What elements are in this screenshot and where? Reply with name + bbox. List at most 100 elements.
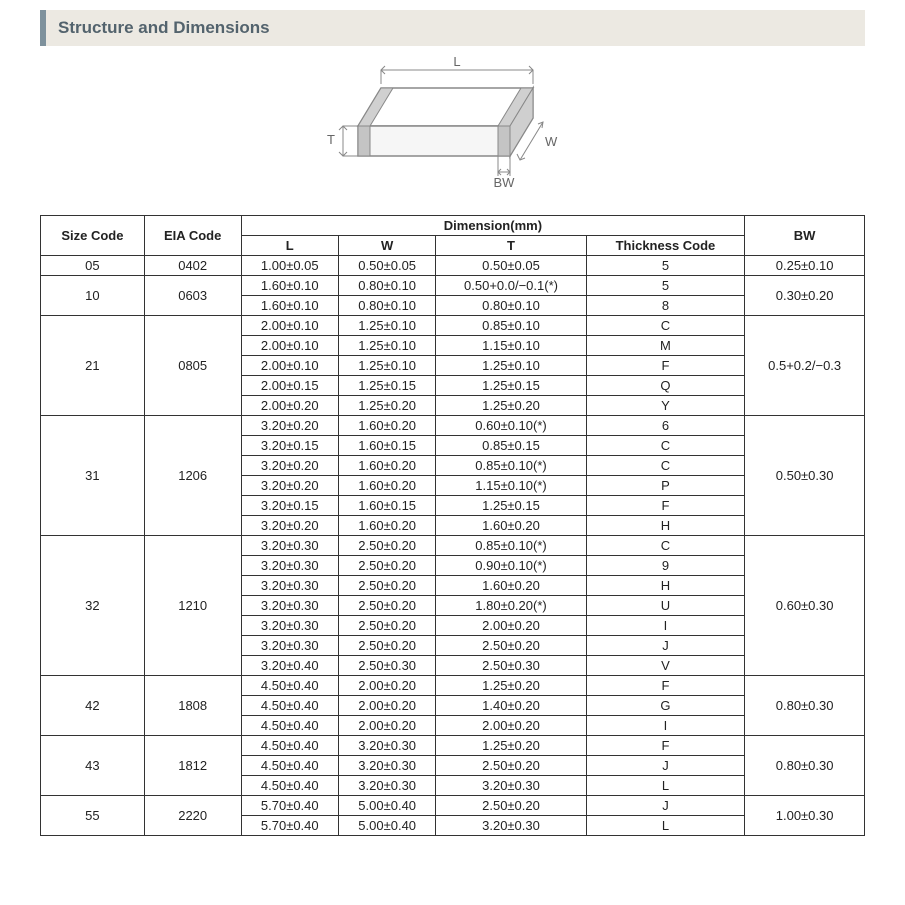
table-row: 2108052.00±0.101.25±0.100.85±0.10C0.5+0.…	[41, 316, 865, 336]
cell-tc: H	[586, 576, 745, 596]
cell-W: 2.50±0.20	[338, 596, 435, 616]
cell-W: 2.50±0.20	[338, 576, 435, 596]
cell-L: 4.50±0.40	[241, 736, 338, 756]
cell-size-code: 31	[41, 416, 145, 536]
cell-W: 3.20±0.30	[338, 776, 435, 796]
cell-T: 0.85±0.10	[436, 316, 586, 336]
cell-W: 2.00±0.20	[338, 676, 435, 696]
cell-bw: 0.60±0.30	[745, 536, 865, 676]
cell-T: 1.60±0.20	[436, 576, 586, 596]
cell-T: 0.85±0.15	[436, 436, 586, 456]
cell-W: 0.50±0.05	[338, 256, 435, 276]
cell-tc: 6	[586, 416, 745, 436]
table-row: 3112063.20±0.201.60±0.200.60±0.10(*)60.5…	[41, 416, 865, 436]
cell-T: 2.00±0.20	[436, 616, 586, 636]
cell-tc: J	[586, 796, 745, 816]
cell-W: 3.20±0.30	[338, 756, 435, 776]
col-thickness-code: Thickness Code	[586, 236, 745, 256]
cell-size-code: 42	[41, 676, 145, 736]
cell-size-code: 55	[41, 796, 145, 836]
cell-L: 1.00±0.05	[241, 256, 338, 276]
cell-eia-code: 2220	[144, 796, 241, 836]
cell-bw: 0.50±0.30	[745, 416, 865, 536]
table-head: Size Code EIA Code Dimension(mm) BW L W …	[41, 216, 865, 256]
cell-bw: 1.00±0.30	[745, 796, 865, 836]
cell-T: 3.20±0.30	[436, 816, 586, 836]
cell-bw: 0.30±0.20	[745, 276, 865, 316]
cell-W: 3.20±0.30	[338, 736, 435, 756]
cell-eia-code: 0603	[144, 276, 241, 316]
cell-L: 3.20±0.30	[241, 616, 338, 636]
cell-T: 2.50±0.20	[436, 756, 586, 776]
cell-tc: Y	[586, 396, 745, 416]
cell-L: 4.50±0.40	[241, 756, 338, 776]
cell-L: 2.00±0.20	[241, 396, 338, 416]
cell-W: 1.60±0.20	[338, 416, 435, 436]
cell-bw: 0.80±0.30	[745, 736, 865, 796]
cell-tc: C	[586, 456, 745, 476]
cell-tc: 8	[586, 296, 745, 316]
table-row: 0504021.00±0.050.50±0.050.50±0.0550.25±0…	[41, 256, 865, 276]
cell-W: 1.25±0.15	[338, 376, 435, 396]
cell-eia-code: 0805	[144, 316, 241, 416]
cell-L: 3.20±0.30	[241, 576, 338, 596]
cell-T: 0.90±0.10(*)	[436, 556, 586, 576]
table-body: 0504021.00±0.050.50±0.050.50±0.0550.25±0…	[41, 256, 865, 836]
cell-W: 5.00±0.40	[338, 816, 435, 836]
cell-W: 1.60±0.15	[338, 436, 435, 456]
cell-L: 4.50±0.40	[241, 696, 338, 716]
col-dimension-group: Dimension(mm)	[241, 216, 745, 236]
cell-T: 3.20±0.30	[436, 776, 586, 796]
cell-T: 1.25±0.15	[436, 376, 586, 396]
cell-tc: 9	[586, 556, 745, 576]
cell-tc: F	[586, 496, 745, 516]
cell-tc: I	[586, 716, 745, 736]
cell-T: 1.25±0.10	[436, 356, 586, 376]
cell-tc: C	[586, 536, 745, 556]
cell-tc: L	[586, 776, 745, 796]
cell-eia-code: 1808	[144, 676, 241, 736]
cell-tc: I	[586, 616, 745, 636]
col-T: T	[436, 236, 586, 256]
label-W: W	[545, 134, 558, 149]
cell-T: 1.40±0.20	[436, 696, 586, 716]
cell-T: 1.25±0.15	[436, 496, 586, 516]
cell-L: 3.20±0.15	[241, 496, 338, 516]
cell-W: 5.00±0.40	[338, 796, 435, 816]
cell-W: 0.80±0.10	[338, 296, 435, 316]
cell-tc: C	[586, 436, 745, 456]
cell-L: 2.00±0.10	[241, 336, 338, 356]
cell-W: 1.60±0.20	[338, 516, 435, 536]
cell-T: 1.15±0.10	[436, 336, 586, 356]
cell-T: 0.50±0.05	[436, 256, 586, 276]
cell-tc: J	[586, 756, 745, 776]
cell-W: 2.50±0.20	[338, 616, 435, 636]
col-W: W	[338, 236, 435, 256]
cell-bw: 0.80±0.30	[745, 676, 865, 736]
cell-L: 3.20±0.20	[241, 476, 338, 496]
cell-W: 0.80±0.10	[338, 276, 435, 296]
dimensions-table: Size Code EIA Code Dimension(mm) BW L W …	[40, 215, 865, 836]
cell-T: 0.80±0.10	[436, 296, 586, 316]
table-row: 4318124.50±0.403.20±0.301.25±0.20F0.80±0…	[41, 736, 865, 756]
component-diagram: L T W	[0, 54, 905, 209]
cell-tc: M	[586, 336, 745, 356]
cell-T: 0.50+0.0/−0.1(*)	[436, 276, 586, 296]
cell-tc: Q	[586, 376, 745, 396]
cell-L: 3.20±0.20	[241, 456, 338, 476]
col-L: L	[241, 236, 338, 256]
cell-L: 5.70±0.40	[241, 816, 338, 836]
component-svg: L T W	[313, 54, 593, 204]
cell-W: 2.00±0.20	[338, 696, 435, 716]
cell-W: 2.50±0.20	[338, 536, 435, 556]
cell-tc: G	[586, 696, 745, 716]
cell-tc: H	[586, 516, 745, 536]
cell-W: 2.50±0.20	[338, 556, 435, 576]
cell-tc: J	[586, 636, 745, 656]
cell-W: 2.00±0.20	[338, 716, 435, 736]
cell-eia-code: 1206	[144, 416, 241, 536]
cell-tc: 5	[586, 276, 745, 296]
cell-L: 3.20±0.30	[241, 556, 338, 576]
cell-L: 4.50±0.40	[241, 676, 338, 696]
cell-L: 3.20±0.20	[241, 416, 338, 436]
